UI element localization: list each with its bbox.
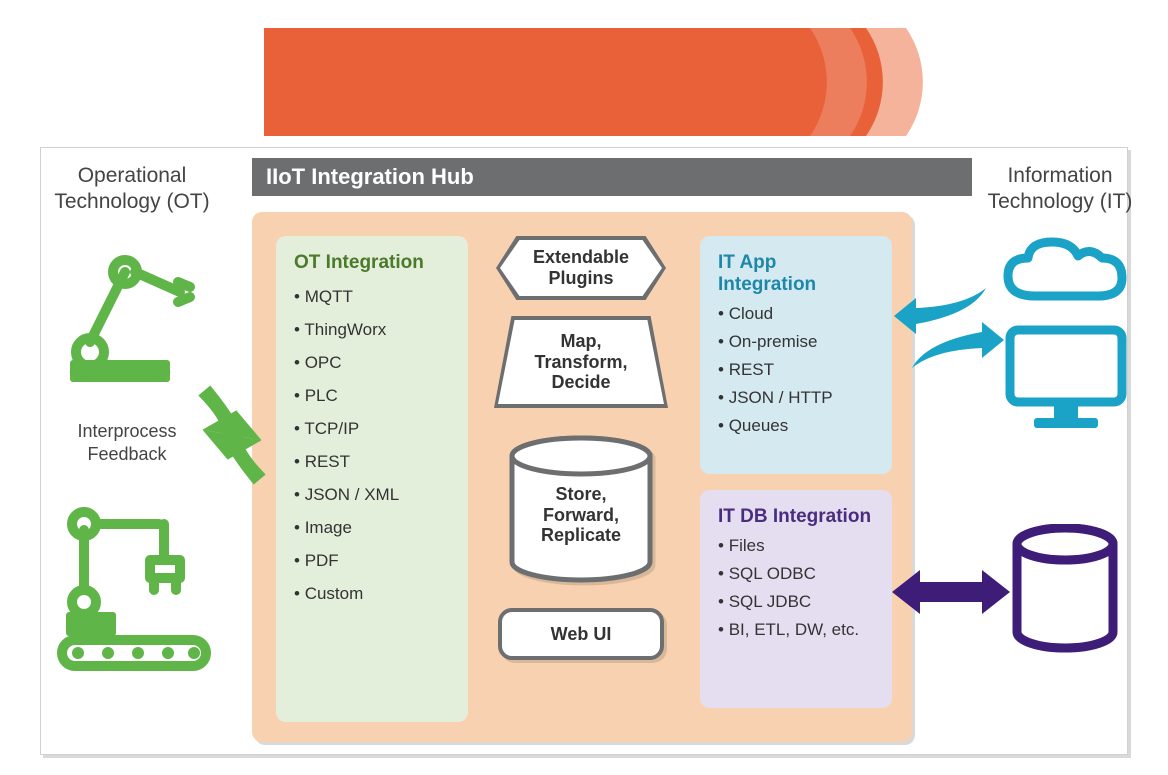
it-db-card-list: Files SQL ODBC SQL JDBC BI, ETL, DW, etc… bbox=[718, 536, 874, 640]
list-item: JSON / HTTP bbox=[718, 388, 874, 408]
list-item: BI, ETL, DW, etc. bbox=[718, 620, 874, 640]
list-item: SQL JDBC bbox=[718, 592, 874, 612]
ot-heading: Operational Technology (OT) bbox=[32, 163, 232, 216]
list-item: MQTT bbox=[294, 287, 450, 307]
it-db-integration-card: IT DB Integration Files SQL ODBC SQL JDB… bbox=[700, 490, 892, 708]
wifi-arcs-icon bbox=[770, 28, 950, 136]
list-item: JSON / XML bbox=[294, 485, 450, 505]
list-item: OPC bbox=[294, 353, 450, 373]
green-arrow-icon bbox=[182, 380, 282, 490]
list-item: REST bbox=[294, 452, 450, 472]
it-app-card-list: Cloud On-premise REST JSON / HTTP Queues bbox=[718, 304, 874, 436]
list-item: Cloud bbox=[718, 304, 874, 324]
ot-heading-line2: Technology (OT) bbox=[54, 190, 209, 213]
purple-arrow-icon bbox=[892, 562, 1010, 622]
list-item: On-premise bbox=[718, 332, 874, 352]
it-heading-line1: Information bbox=[1007, 164, 1112, 187]
interprocess-line1: Interprocess bbox=[77, 421, 176, 441]
list-item: Custom bbox=[294, 584, 450, 604]
extendable-plugins-shape: ExtendablePlugins bbox=[496, 236, 666, 300]
map-transform-shape: Map,Transform,Decide bbox=[494, 316, 668, 408]
database-icon bbox=[1010, 524, 1120, 654]
hub-title-bar: IIoT Integration Hub bbox=[252, 158, 972, 196]
web-ui-shape: Web UI bbox=[498, 608, 664, 660]
it-app-card-title: IT App Integration bbox=[718, 252, 874, 296]
ot-card-title: OT Integration bbox=[294, 252, 450, 274]
list-item: Image bbox=[294, 518, 450, 538]
list-item: ThingWorx bbox=[294, 320, 450, 340]
robot-arm-bottom-icon bbox=[54, 490, 214, 680]
cloud-icon bbox=[1000, 236, 1130, 316]
store-label: Store,Forward,Replicate bbox=[541, 484, 621, 546]
list-item: SQL ODBC bbox=[718, 564, 874, 584]
list-item: PDF bbox=[294, 551, 450, 571]
it-heading-line2: Technology (IT) bbox=[988, 190, 1133, 213]
diagram-stage: IIoT Integration Hub Operational Technol… bbox=[0, 0, 1168, 775]
hub-title-text: IIoT Integration Hub bbox=[266, 164, 474, 189]
it-db-card-title: IT DB Integration bbox=[718, 506, 874, 528]
monitor-icon bbox=[1004, 324, 1128, 434]
plugins-label: ExtendablePlugins bbox=[533, 247, 629, 288]
blue-arrow-icon bbox=[894, 288, 1004, 368]
ot-heading-line1: Operational bbox=[78, 164, 187, 187]
list-item: Queues bbox=[718, 416, 874, 436]
list-item: REST bbox=[718, 360, 874, 380]
robot-arm-top-icon bbox=[60, 232, 200, 392]
transform-label: Map,Transform,Decide bbox=[534, 331, 627, 393]
interprocess-caption: Interprocess Feedback bbox=[52, 420, 202, 465]
list-item: Files bbox=[718, 536, 874, 556]
store-forward-shape: Store,Forward,Replicate bbox=[508, 434, 654, 584]
ot-card-list: MQTT ThingWorx OPC PLC TCP/IP REST JSON … bbox=[294, 287, 450, 604]
it-heading: Information Technology (IT) bbox=[960, 163, 1160, 216]
ot-integration-card: OT Integration MQTT ThingWorx OPC PLC TC… bbox=[276, 236, 468, 722]
list-item: PLC bbox=[294, 386, 450, 406]
webui-label: Web UI bbox=[551, 624, 612, 645]
interprocess-line2: Feedback bbox=[87, 444, 166, 464]
it-app-integration-card: IT App Integration Cloud On-premise REST… bbox=[700, 236, 892, 474]
list-item: TCP/IP bbox=[294, 419, 450, 439]
